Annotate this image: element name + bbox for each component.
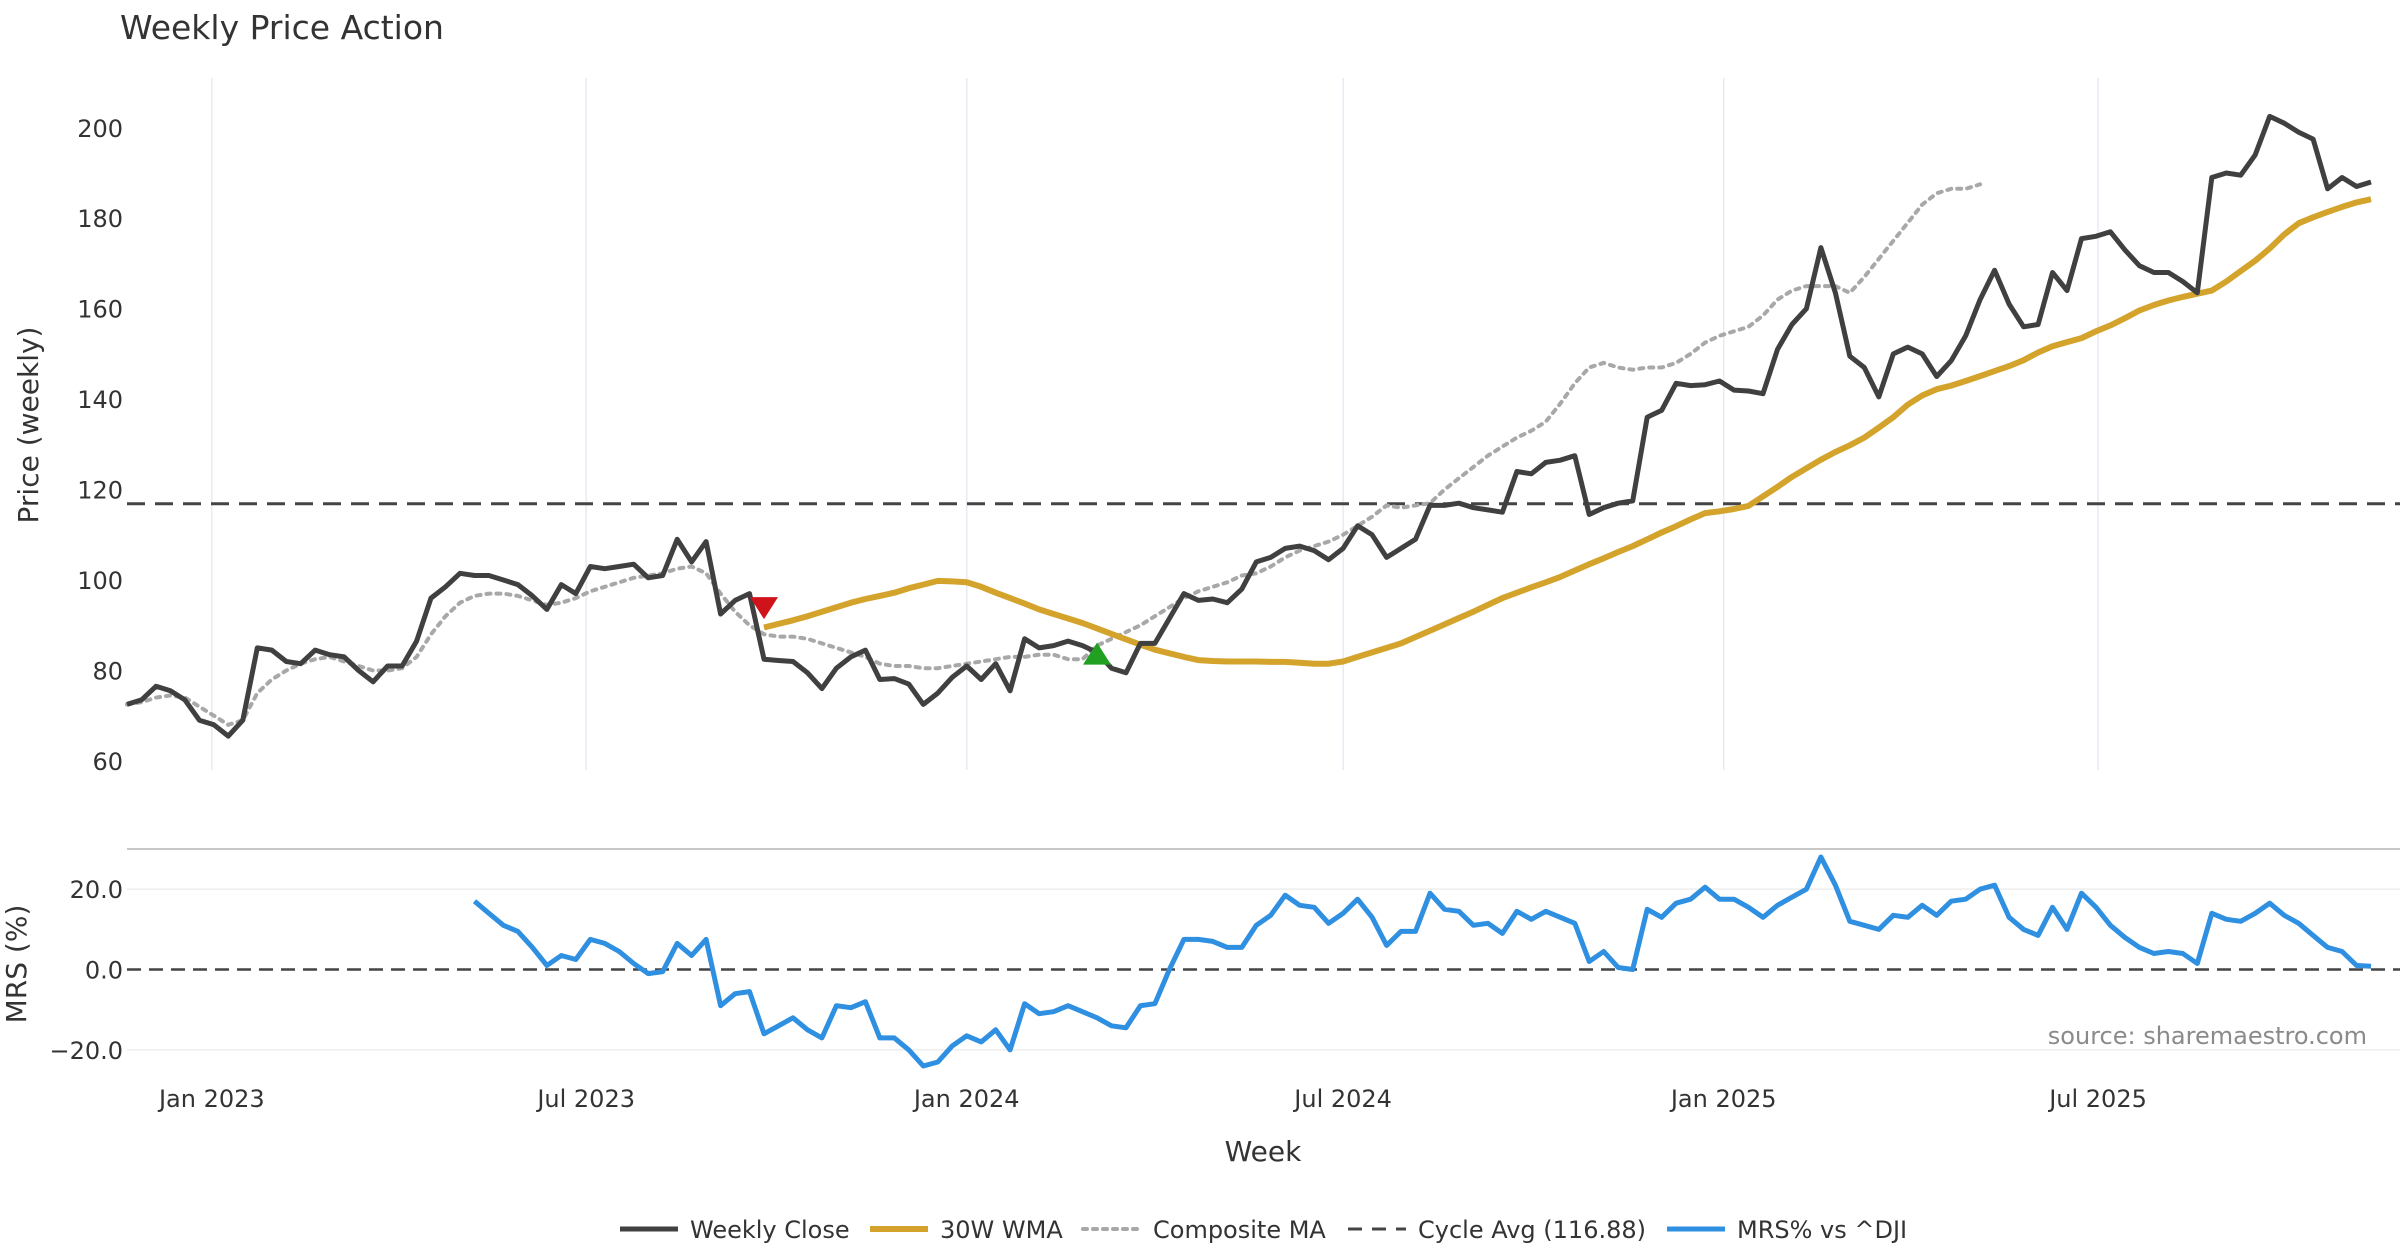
axis-ticks: Jan 2023 Jul 2023 Jan 2024 Jul 2024 Jan 2025… xyxy=(49,115,2146,1113)
x-tick-label: Jan 2024 xyxy=(912,1085,1020,1113)
price-series xyxy=(125,113,2372,739)
x-tick-label: Jan 2025 xyxy=(1669,1085,1777,1113)
signal-markers xyxy=(750,597,1112,665)
x-tick-label: Jul 2024 xyxy=(1292,1085,1392,1113)
mrs-y-axis-label: MRS (%) xyxy=(0,905,33,1024)
price-y-tick-label: 120 xyxy=(77,477,123,505)
legend: Weekly Close 30W WMA Composite MA Cycle Avg… xyxy=(620,1216,1907,1244)
price-y-axis-label: Price (weekly) xyxy=(12,327,45,524)
mrs-line xyxy=(472,854,2372,1069)
x-tick-label: Jan 2023 xyxy=(157,1085,265,1113)
price-y-tick-label: 160 xyxy=(77,296,123,324)
legend-item: MRS% vs ^DJI xyxy=(1667,1216,1907,1244)
x-axis-label: Week xyxy=(1225,1135,1302,1168)
mrs-y-tick-label: 20.0 xyxy=(70,876,123,904)
chart-title: Weekly Price Action xyxy=(120,8,444,47)
composite-ma-line xyxy=(125,182,1983,727)
legend-label: Cycle Avg (116.88) xyxy=(1418,1216,1646,1244)
price-y-tick-label: 180 xyxy=(77,205,123,233)
legend-item: 30W WMA xyxy=(870,1216,1063,1244)
weekly-close-line xyxy=(126,113,2372,739)
sell-signal-marker xyxy=(750,597,779,620)
legend-label: Composite MA xyxy=(1153,1216,1326,1244)
grid-lines xyxy=(127,78,2400,1051)
price-y-tick-label: 200 xyxy=(77,115,123,143)
price-y-tick-label: 100 xyxy=(77,567,123,595)
price-y-tick-label: 80 xyxy=(92,657,123,685)
mrs-y-tick-label: −20.0 xyxy=(49,1037,123,1065)
legend-item: Weekly Close xyxy=(620,1216,850,1244)
legend-item: Composite MA xyxy=(1081,1216,1326,1244)
price-y-tick-label: 60 xyxy=(92,748,123,776)
buy-signal-marker xyxy=(1083,642,1112,665)
x-tick-label: Jul 2023 xyxy=(535,1085,635,1113)
mrs-y-tick-label: 0.0 xyxy=(85,957,123,985)
mrs-series xyxy=(127,854,2400,1069)
legend-label: Weekly Close xyxy=(690,1216,850,1244)
legend-label: 30W WMA xyxy=(940,1216,1063,1244)
legend-item: Cycle Avg (116.88) xyxy=(1348,1216,1646,1244)
price-y-tick-label: 140 xyxy=(77,386,123,414)
x-tick-label: Jul 2025 xyxy=(2047,1085,2147,1113)
source-label: source: sharemaestro.com xyxy=(2048,1022,2367,1050)
legend-label: MRS% vs ^DJI xyxy=(1737,1216,1907,1244)
wma-30-line xyxy=(763,196,2372,667)
